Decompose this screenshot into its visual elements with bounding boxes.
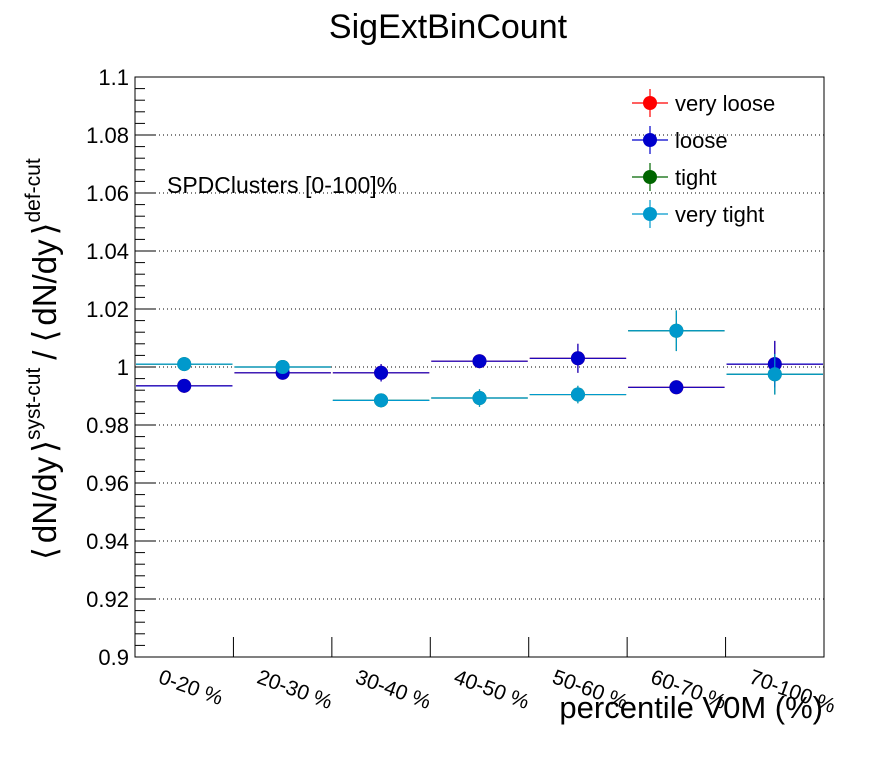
data-point	[767, 367, 782, 382]
y-tick-label: 0.9	[98, 645, 129, 670]
series-loose	[136, 340, 823, 395]
y-tick-label: 1.1	[98, 65, 129, 90]
y-tick-label: 0.92	[86, 587, 129, 612]
chart-title: SigExtBinCount	[329, 8, 568, 46]
legend: very loose loose tight very tight	[632, 89, 775, 228]
legend-label: loose	[675, 128, 728, 153]
y-tick-label: 0.96	[86, 471, 129, 496]
x-axis-label: percentile V0M (%)	[559, 690, 823, 725]
data-point	[177, 378, 192, 393]
legend-marker	[643, 133, 657, 147]
data-point	[374, 393, 389, 408]
data-point	[472, 354, 487, 369]
data-point	[374, 365, 389, 380]
data-point	[570, 351, 585, 366]
x-tick-label: 40-50 %	[451, 666, 532, 714]
data-point	[669, 323, 684, 338]
plot-annotation: SPDClusters [0-100]%	[167, 172, 397, 198]
legend-item: tight	[632, 163, 717, 191]
y-tick-label: 1	[117, 355, 129, 380]
svg-text:⟨dN/dy⟩syst-cut/⟨dN/dy⟩def-cut: ⟨dN/dy⟩syst-cut/⟨dN/dy⟩def-cut	[22, 158, 63, 560]
data-series	[136, 310, 823, 408]
data-point	[177, 357, 192, 372]
legend-marker	[643, 207, 657, 221]
axes: 0.9 0.92 0.94 0.96 0.98 1 1.02 1.04 1.06 1.08 1.1 0…	[86, 65, 838, 718]
legend-marker	[643, 96, 657, 110]
data-point	[472, 391, 487, 406]
y-tick-label: 1.02	[86, 297, 129, 322]
y-tick-label: 1.06	[86, 181, 129, 206]
legend-item: loose	[632, 126, 728, 154]
x-tick-label: 20-30 %	[254, 666, 335, 714]
legend-marker	[643, 170, 657, 184]
x-tick-label: 30-40 %	[352, 666, 433, 714]
data-point	[669, 380, 684, 395]
y-tick-label: 0.98	[86, 413, 129, 438]
y-axis-label: ⟨dN/dy⟩syst-cut/⟨dN/dy⟩def-cut	[22, 158, 63, 560]
y-tick-label: 0.94	[86, 529, 129, 554]
legend-item: very tight	[632, 200, 764, 228]
y-tick-label: 1.04	[86, 239, 129, 264]
legend-label: very tight	[675, 202, 764, 227]
legend-label: very loose	[675, 91, 775, 116]
legend-label: tight	[675, 165, 717, 190]
series-very-tight	[136, 310, 823, 408]
data-point	[275, 360, 290, 374]
y-tick-label: 1.08	[86, 123, 129, 148]
data-point	[570, 387, 585, 402]
x-tick-label: 0-20 %	[156, 666, 226, 710]
legend-item: very loose	[632, 89, 775, 117]
